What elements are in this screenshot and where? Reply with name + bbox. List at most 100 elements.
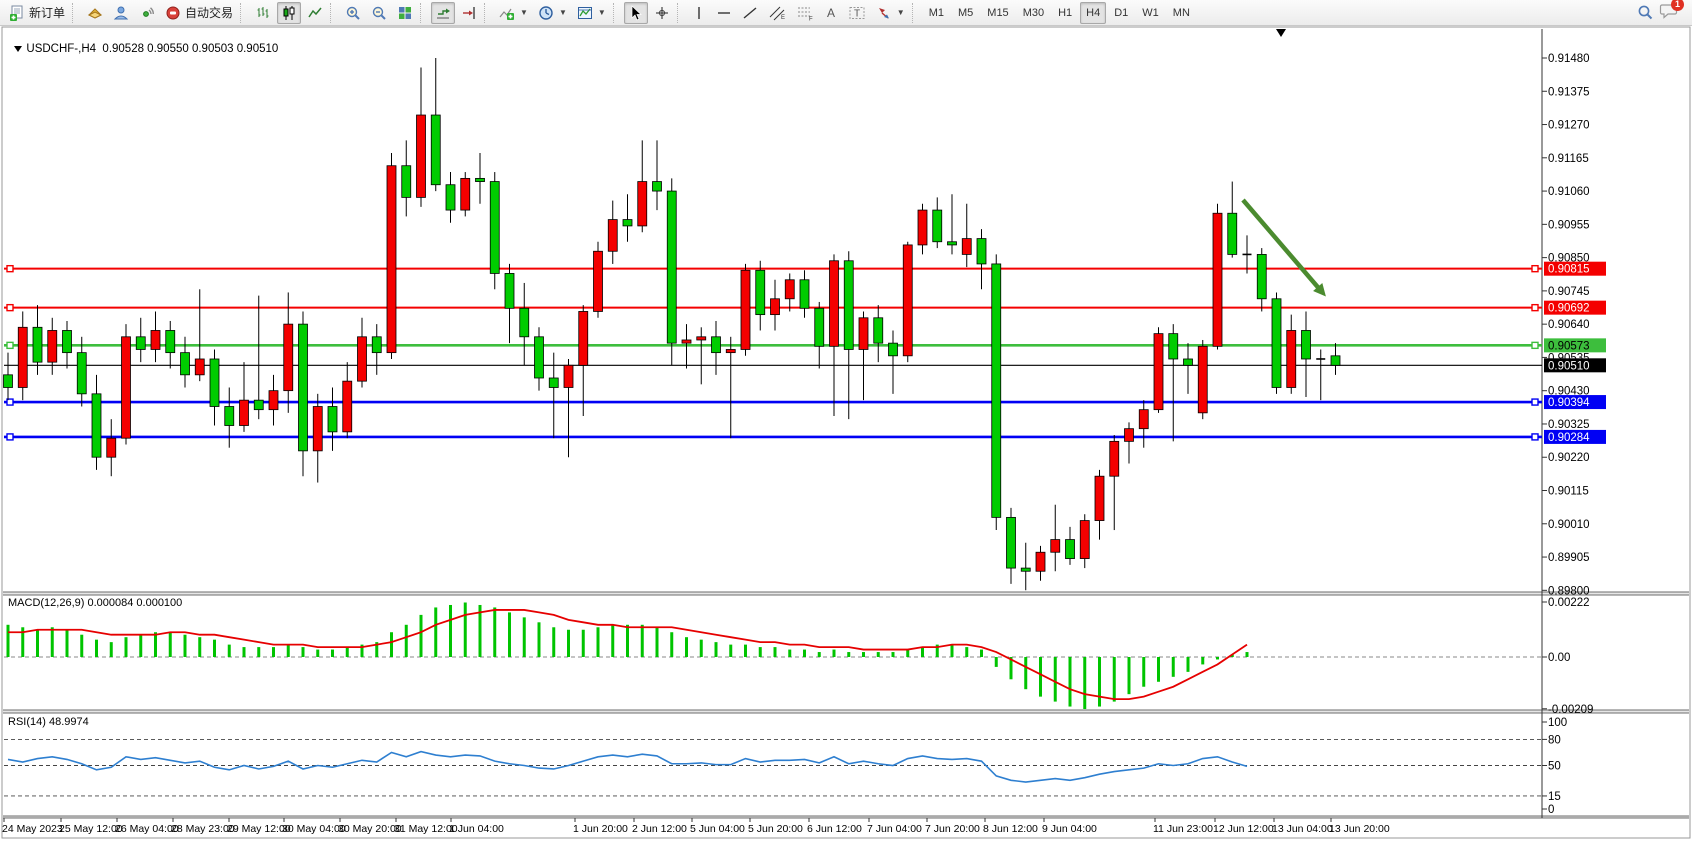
tile-windows-button[interactable] — [393, 2, 417, 24]
trendline-tool-button[interactable] — [738, 2, 762, 24]
price-line-label-box — [1544, 429, 1606, 444]
autoscroll-button[interactable] — [431, 1, 456, 24]
equidistant-channel-icon: E — [769, 6, 785, 21]
templates-button[interactable]: ▼ — [573, 2, 610, 24]
price-line-label: 0.90394 — [1548, 397, 1590, 409]
timeframe-d1[interactable]: D1 — [1108, 2, 1134, 24]
rsi-axis-label: 15 — [1548, 791, 1561, 803]
arrow-objects-icon — [878, 7, 889, 19]
panel-splitter[interactable] — [3, 816, 1689, 818]
time-tick-label: 12 Jun 12:00 — [1213, 823, 1274, 835]
timeframe-m5[interactable]: M5 — [952, 2, 979, 24]
autotrade-button[interactable]: 自动交易 — [161, 2, 237, 24]
timeframe-h4[interactable]: H4 — [1080, 1, 1107, 24]
macd-axis-label: -0.00209 — [1548, 704, 1593, 716]
candle-chart-button[interactable] — [277, 1, 302, 24]
line-handle[interactable] — [1531, 398, 1539, 406]
shift-marker-icon[interactable] — [1276, 29, 1286, 37]
bar-chart-icon — [257, 6, 269, 18]
price-line-label: 0.90692 — [1548, 303, 1590, 315]
chart-title-bar[interactable]: USDCHF-,H4 0.90528 0.90550 0.90503 0.905… — [8, 31, 278, 55]
candle-body — [681, 339, 692, 344]
time-tick-label: 2 Jun 12:00 — [632, 823, 687, 835]
arrows-tool-button[interactable]: ▼ — [872, 2, 909, 24]
candle-body — [342, 380, 353, 433]
chart-shift-button[interactable] — [457, 2, 481, 24]
candle-body — [637, 181, 648, 227]
dropdown-caret-icon: ▼ — [597, 8, 606, 17]
panel-splitter[interactable] — [3, 710, 1689, 713]
trendline-icon — [743, 6, 757, 19]
horizontal-line-tool-button[interactable] — [712, 2, 736, 24]
price-line-label: 0.90815 — [1548, 264, 1590, 276]
time-tick-label: 1 Jun 20:00 — [573, 823, 628, 835]
timeframe-m1[interactable]: M1 — [923, 2, 950, 24]
text-tool-button[interactable]: A — [820, 2, 842, 24]
zoom-out-button[interactable] — [367, 2, 391, 24]
time-tick-label: 6 Jun 12:00 — [807, 823, 862, 835]
cursor-icon — [631, 4, 642, 20]
price-tick-label: 0.90850 — [1548, 253, 1590, 265]
dropdown-caret-icon: ▼ — [896, 8, 905, 17]
candle-body — [888, 342, 898, 357]
candle-body — [121, 336, 131, 439]
candle-body — [519, 307, 530, 338]
trend-arrowhead-icon[interactable] — [1313, 283, 1326, 297]
line-handle[interactable] — [1531, 433, 1539, 441]
periods-button[interactable]: ▼ — [534, 2, 571, 24]
line-handle[interactable] — [6, 303, 14, 312]
line-handle[interactable] — [6, 264, 14, 273]
tile-windows-icon — [399, 6, 412, 19]
chart-window — [1, 26, 1691, 839]
trend-arrow[interactable] — [1241, 198, 1324, 294]
fibonacci-tool-button[interactable]: F — [792, 2, 818, 24]
time-tick-label: 30 May 20:00 — [338, 823, 402, 835]
notifications-button[interactable]: 1 — [1659, 0, 1684, 24]
horizontal-line-icon — [717, 11, 730, 14]
bar-chart-button[interactable] — [251, 2, 275, 24]
panel-splitter[interactable] — [3, 592, 1689, 595]
label-tool-button[interactable]: T — [844, 2, 870, 24]
timeframe-mn[interactable]: MN — [1167, 2, 1196, 24]
cursor-tool-button[interactable] — [623, 1, 648, 24]
signal-button[interactable] — [135, 2, 159, 24]
time-tick-label: 13 Jun 04:00 — [1272, 823, 1333, 835]
timeframe-m15[interactable]: M15 — [981, 2, 1014, 24]
line-handle[interactable] — [6, 433, 14, 441]
line-handle[interactable] — [1531, 341, 1539, 350]
timeframe-h1[interactable]: H1 — [1052, 2, 1078, 24]
profile-button[interactable] — [109, 2, 133, 24]
candles-layer — [3, 58, 1341, 591]
market-button[interactable] — [83, 2, 107, 24]
candle-body — [17, 326, 28, 388]
candle-body — [327, 406, 338, 433]
new-order-button[interactable]: 新订单 — [5, 2, 69, 24]
vertical-line-tool-button[interactable] — [688, 2, 710, 24]
rsi-axis-label: 0 — [1548, 804, 1554, 816]
line-chart-button[interactable] — [303, 2, 327, 24]
candle-body — [62, 330, 72, 354]
channel-tool-button[interactable]: E — [764, 2, 790, 24]
candle-body — [416, 114, 426, 198]
candle-body — [799, 279, 810, 309]
vertical-line-icon — [698, 6, 700, 19]
line-handle[interactable] — [6, 341, 14, 350]
crosshair-tool-button[interactable] — [650, 2, 674, 24]
indicators-button[interactable]: ▼ — [495, 2, 532, 24]
candle-body — [1286, 330, 1297, 388]
timeframe-w1[interactable]: W1 — [1136, 2, 1165, 24]
line-handle[interactable] — [1531, 303, 1539, 312]
rsi-axis-label: 50 — [1548, 761, 1561, 773]
search-button[interactable] — [1633, 2, 1658, 24]
candle-body — [3, 374, 13, 388]
horizontal-lines[interactable]: 0.90815 0.90692 0.90573 0.90510 0.90394 0.902… — [4, 261, 1606, 444]
line-handle[interactable] — [6, 398, 14, 406]
line-handle[interactable] — [1531, 264, 1539, 273]
candle-body — [961, 238, 972, 255]
candle-body — [504, 273, 515, 309]
svg-text:E: E — [781, 15, 785, 21]
timeframe-m30[interactable]: M30 — [1017, 2, 1050, 24]
zoom-in-button[interactable] — [341, 2, 365, 24]
